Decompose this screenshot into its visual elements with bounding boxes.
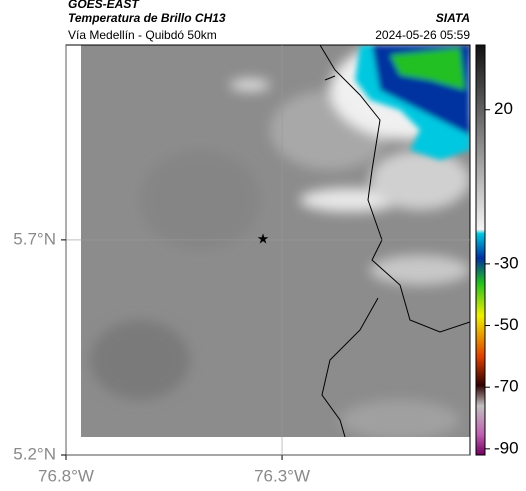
x-tick-label: 76.8°W <box>38 466 94 485</box>
y-tick-label: 5.2°N <box>13 444 56 463</box>
colorbar-tick-label: -70 <box>494 377 519 396</box>
subtitle: Temperatura de Brillo CH13 <box>68 11 226 25</box>
caption: Vía Medellín - Quibdó 50km <box>68 28 217 42</box>
satellite-image <box>81 45 470 437</box>
y-tick-label: 5.7°N <box>13 229 56 248</box>
colorbar-tick-label: -30 <box>494 253 519 272</box>
colorbar <box>475 44 486 456</box>
source: SIATA <box>436 11 470 25</box>
x-tick-label: 76.3°W <box>254 466 310 485</box>
location-marker: ★ <box>257 231 270 247</box>
colorbar-tick-label: -90 <box>494 438 519 457</box>
timestamp: 2024-05-26 05:59 <box>375 28 470 42</box>
title: GOES-EAST <box>68 0 140 11</box>
colorbar-tick-label: 20 <box>494 99 513 118</box>
colorbar-tick-label: -50 <box>494 315 519 334</box>
